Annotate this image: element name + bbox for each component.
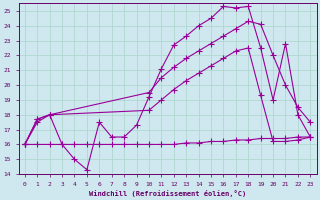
X-axis label: Windchill (Refroidissement éolien,°C): Windchill (Refroidissement éolien,°C)	[89, 190, 246, 197]
